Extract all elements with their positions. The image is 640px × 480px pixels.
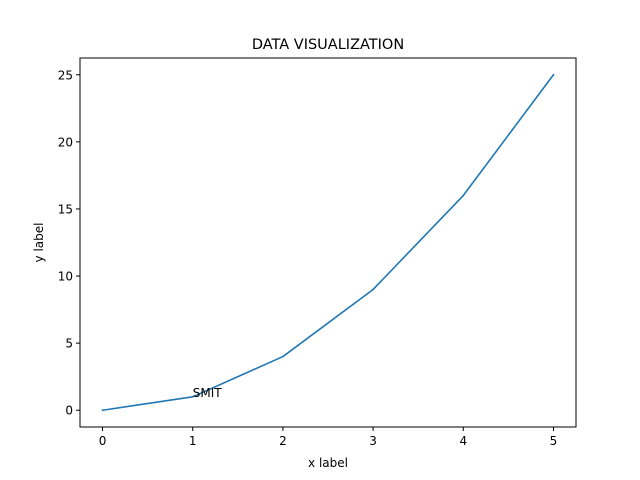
y-tick-label: 20 <box>58 135 73 149</box>
y-tick-label: 15 <box>58 202 73 216</box>
y-tick-label: 0 <box>65 404 73 418</box>
y-axis-label: y label <box>32 223 46 263</box>
y-tick-label: 10 <box>58 270 73 284</box>
data-point <box>101 409 104 412</box>
x-tick-label: 2 <box>279 434 287 448</box>
data-point <box>462 194 465 197</box>
chart-title: DATA VISUALIZATION <box>252 37 404 53</box>
data-point <box>372 288 374 291</box>
y-tick-label: 5 <box>65 337 73 351</box>
y-axis: 0 5 10 15 20 25 <box>58 68 80 418</box>
data-point <box>552 73 555 76</box>
y-tick-label: 25 <box>58 68 73 82</box>
series-line <box>101 73 555 412</box>
x-tick-label: 4 <box>459 434 467 448</box>
annotation-text: SMIT <box>193 386 223 400</box>
x-tick-label: 1 <box>189 434 197 448</box>
x-axis-label: x label <box>308 456 348 470</box>
data-point <box>282 355 284 358</box>
x-tick-label: 5 <box>550 434 558 448</box>
plot-area <box>101 73 555 412</box>
annotations: SMIT <box>193 386 223 400</box>
x-tick-label: 3 <box>369 434 377 448</box>
x-axis: 0 1 2 3 4 5 <box>99 427 558 448</box>
axes-frame <box>79 57 577 428</box>
data-point <box>191 396 194 398</box>
x-tick-label: 0 <box>99 434 107 448</box>
